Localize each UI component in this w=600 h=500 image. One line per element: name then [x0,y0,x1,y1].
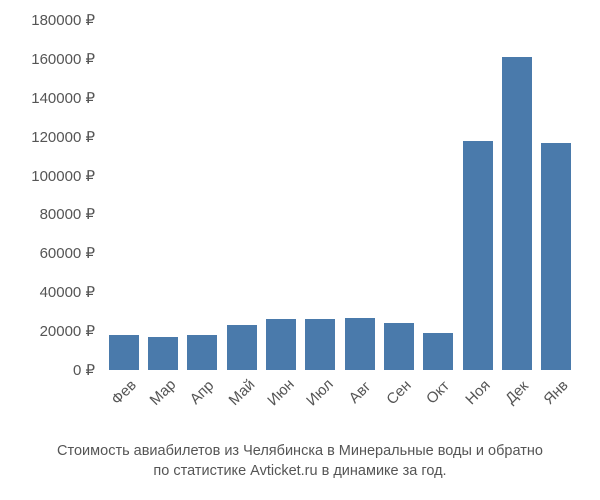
y-tick-label: 140000 ₽ [0,89,95,107]
x-tick-label: Май [225,376,258,409]
x-tick: Июл [305,370,335,430]
y-tick-label: 160000 ₽ [0,50,95,68]
chart-plot-area [100,20,580,370]
bar [305,319,335,370]
x-tick: Сен [384,370,414,430]
bar [345,318,375,371]
bar [187,335,217,370]
x-tick-label: Ноя [462,377,493,408]
bar [148,337,178,370]
y-tick-label: 40000 ₽ [0,283,95,301]
x-tick-label: Дек [502,378,532,408]
x-tick-label: Авг [345,378,374,407]
bar [502,57,532,370]
x-tick: Май [227,370,257,430]
y-tick-label: 100000 ₽ [0,167,95,185]
bar [463,141,493,370]
x-tick-label: Окт [423,378,453,408]
x-tick-label: Июл [304,376,338,410]
x-tick-label: Июн [264,376,297,409]
caption-line-2: по статистике Avticket.ru в динамике за … [0,462,600,482]
bar [266,319,296,370]
x-tick: Мар [148,370,178,430]
bar [109,335,139,370]
x-tick: Окт [423,370,453,430]
x-tick: Ноя [463,370,493,430]
bar [384,323,414,370]
x-tick-label: Апр [187,377,218,408]
x-tick-label: Фев [108,377,140,409]
x-tick: Авг [345,370,375,430]
x-tick-label: Янв [541,377,572,408]
x-tick: Дек [502,370,532,430]
x-tick: Фев [109,370,139,430]
bars-container [100,20,580,370]
y-tick-label: 80000 ₽ [0,205,95,223]
bar [541,143,571,371]
y-tick-label: 20000 ₽ [0,322,95,340]
x-axis: ФевМарАпрМайИюнИюлАвг Сен Окт Ноя Дек Янв [100,370,580,430]
x-tick: Июн [266,370,296,430]
bar [423,333,453,370]
y-axis: 0 ₽20000 ₽40000 ₽60000 ₽80000 ₽100000 ₽1… [0,20,95,370]
bar [227,325,257,370]
y-tick-label: 0 ₽ [0,361,95,379]
x-tick: Янв [541,370,571,430]
y-tick-label: 120000 ₽ [0,128,95,146]
x-tick-label: Сен [383,377,414,408]
x-tick-label: Мар [147,376,180,409]
y-tick-label: 60000 ₽ [0,244,95,262]
y-tick-label: 180000 ₽ [0,11,95,29]
x-tick: Апр [187,370,217,430]
caption-line-1: Стоимость авиабилетов из Челябинска в Ми… [0,442,600,462]
